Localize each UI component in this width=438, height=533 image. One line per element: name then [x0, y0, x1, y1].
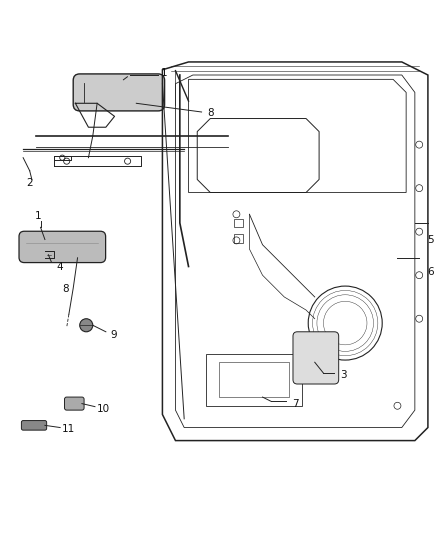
- Text: 8: 8: [63, 284, 69, 294]
- Bar: [206, 353, 302, 406]
- Text: 5: 5: [427, 236, 433, 245]
- Text: 9: 9: [110, 330, 117, 340]
- Text: 4: 4: [57, 262, 64, 272]
- FancyBboxPatch shape: [73, 74, 165, 111]
- Circle shape: [80, 319, 93, 332]
- FancyBboxPatch shape: [21, 421, 47, 430]
- Text: 11: 11: [62, 424, 75, 434]
- Text: 1: 1: [161, 68, 168, 78]
- Bar: [219, 362, 289, 397]
- Text: 3: 3: [340, 370, 346, 381]
- FancyBboxPatch shape: [64, 397, 84, 410]
- Text: 8: 8: [207, 108, 214, 118]
- Bar: [234, 234, 243, 243]
- Text: 6: 6: [427, 266, 433, 277]
- Text: 1: 1: [35, 212, 42, 221]
- Text: 7: 7: [292, 399, 298, 409]
- FancyBboxPatch shape: [19, 231, 106, 263]
- FancyBboxPatch shape: [293, 332, 339, 384]
- Text: 10: 10: [97, 404, 110, 414]
- Bar: [234, 219, 243, 228]
- Text: 2: 2: [26, 178, 33, 188]
